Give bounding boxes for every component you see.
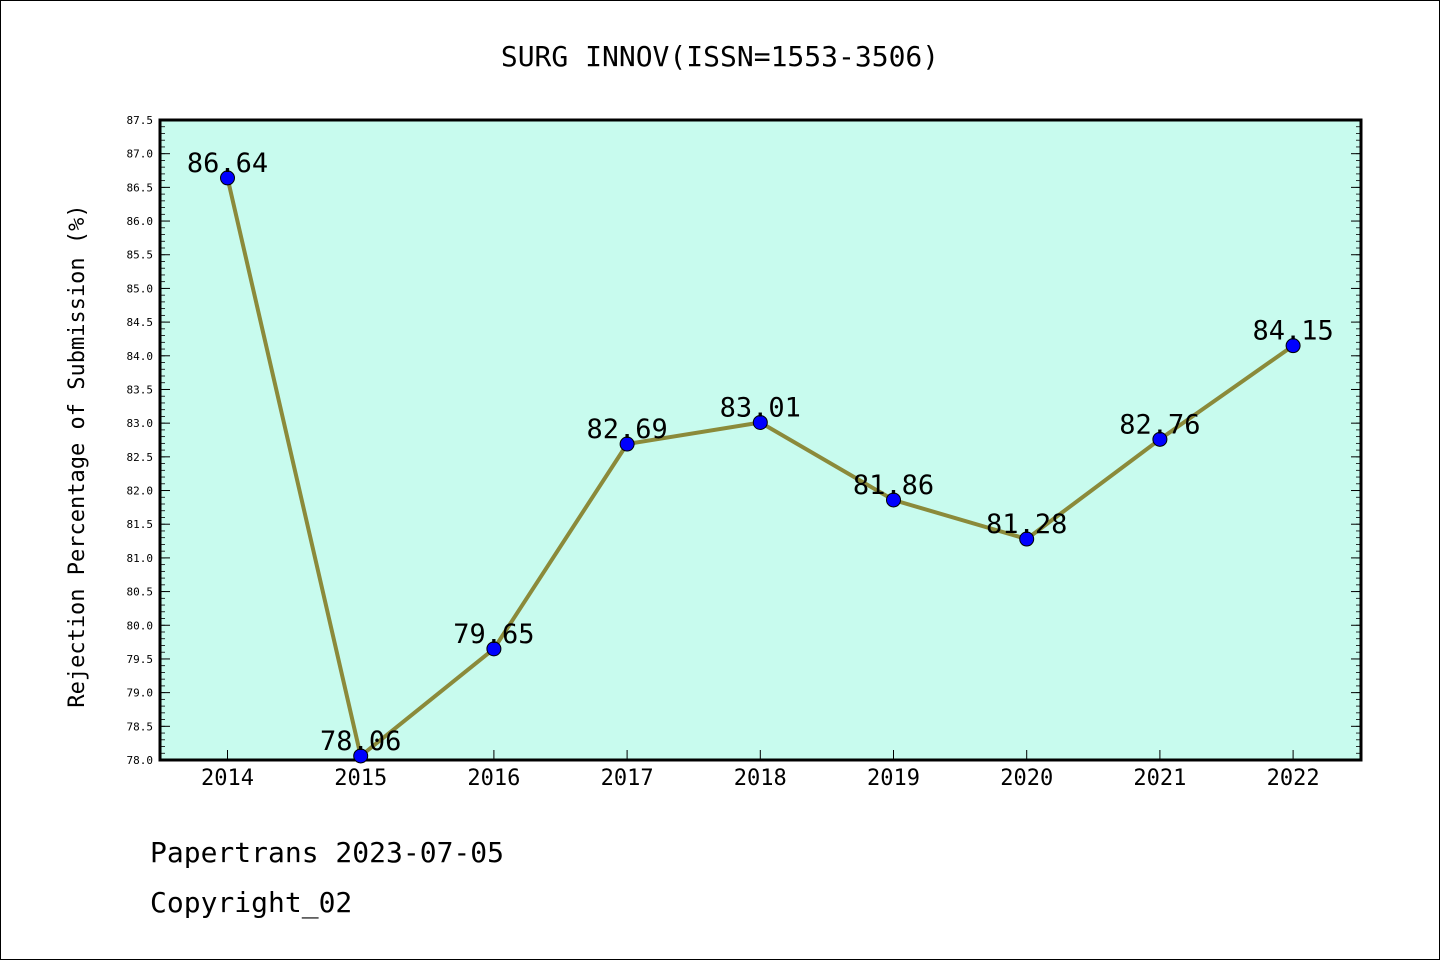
y-tick-label: 86.0 xyxy=(127,215,154,228)
y-tick-label: 82.5 xyxy=(127,451,154,464)
data-label: 78.06 xyxy=(320,726,401,757)
data-point xyxy=(1152,431,1168,447)
data-label: 82.76 xyxy=(1119,409,1200,440)
footer-date-text: Papertrans 2023-07-05 xyxy=(150,836,505,869)
data-point xyxy=(1285,338,1301,354)
y-tick-label: 87.5 xyxy=(127,114,154,127)
y-tick-label: 82.0 xyxy=(127,485,154,498)
x-tick-label: 2017 xyxy=(601,766,654,791)
y-axis-ticks: 78.0 78.5 79.0 79.5 80.0 80.5 81.0 81.5 82.0 82.5… xyxy=(127,114,1361,767)
y-tick-label: 86.5 xyxy=(127,181,154,194)
x-tick-label: 2018 xyxy=(734,766,787,791)
data-point xyxy=(752,414,768,430)
y-tick-label: 78.0 xyxy=(127,754,154,767)
data-point xyxy=(619,436,635,452)
y-tick-label: 84.5 xyxy=(127,316,154,329)
y-tick-label: 80.5 xyxy=(127,586,154,599)
x-tick-label: 2021 xyxy=(1133,766,1186,791)
x-tick-label: 2019 xyxy=(867,766,920,791)
data-label: 86.64 xyxy=(187,148,268,179)
data-point xyxy=(886,492,901,508)
x-tick-label: 2020 xyxy=(1000,766,1053,791)
data-label: 81.28 xyxy=(986,509,1067,540)
data-label: 82.69 xyxy=(586,414,667,445)
x-tick-label: 2016 xyxy=(467,766,520,791)
data-point xyxy=(220,170,235,186)
y-tick-label: 85.5 xyxy=(127,249,154,262)
y-tick-label: 87.0 xyxy=(127,148,154,161)
data-label: 81.86 xyxy=(853,470,934,501)
y-tick-label: 78.5 xyxy=(127,720,154,733)
data-point xyxy=(1019,531,1035,547)
y-tick-label: 80.0 xyxy=(127,619,154,632)
data-label: 79.65 xyxy=(453,619,534,650)
y-tick-label: 85.0 xyxy=(127,282,154,295)
y-tick-label: 81.5 xyxy=(127,518,154,531)
y-tick-label: 81.0 xyxy=(127,552,154,565)
y-tick-label: 84.0 xyxy=(127,350,154,363)
data-point xyxy=(486,641,502,657)
y-tick-label: 79.5 xyxy=(127,653,154,666)
data-labels: 86.64 78.06 79.65 82.69 83.01 81.86 81.28 82.76… xyxy=(187,148,1334,757)
data-label: 83.01 xyxy=(720,392,801,423)
y-tick-label: 83.0 xyxy=(127,417,154,430)
footer-copyright-text: Copyright_02 xyxy=(150,886,353,919)
chart-title: SURG INNOV(ISSN=1553-3506) xyxy=(501,40,939,73)
x-axis-ticks: 2014 2015 2016 2017 2018 2019 2020 2021 2022 xyxy=(201,750,1320,791)
y-tick-label: 79.0 xyxy=(127,687,154,700)
data-label: 84.15 xyxy=(1252,316,1333,347)
series-rejection-percentage xyxy=(220,170,1301,764)
x-tick-label: 2014 xyxy=(201,766,254,791)
y-tick-label: 83.5 xyxy=(127,383,154,396)
y-axis-label: Rejection Percentage of Submission (%) xyxy=(65,204,90,707)
x-tick-label: 2022 xyxy=(1267,766,1320,791)
data-point xyxy=(353,748,369,764)
x-tick-label: 2015 xyxy=(334,766,387,791)
